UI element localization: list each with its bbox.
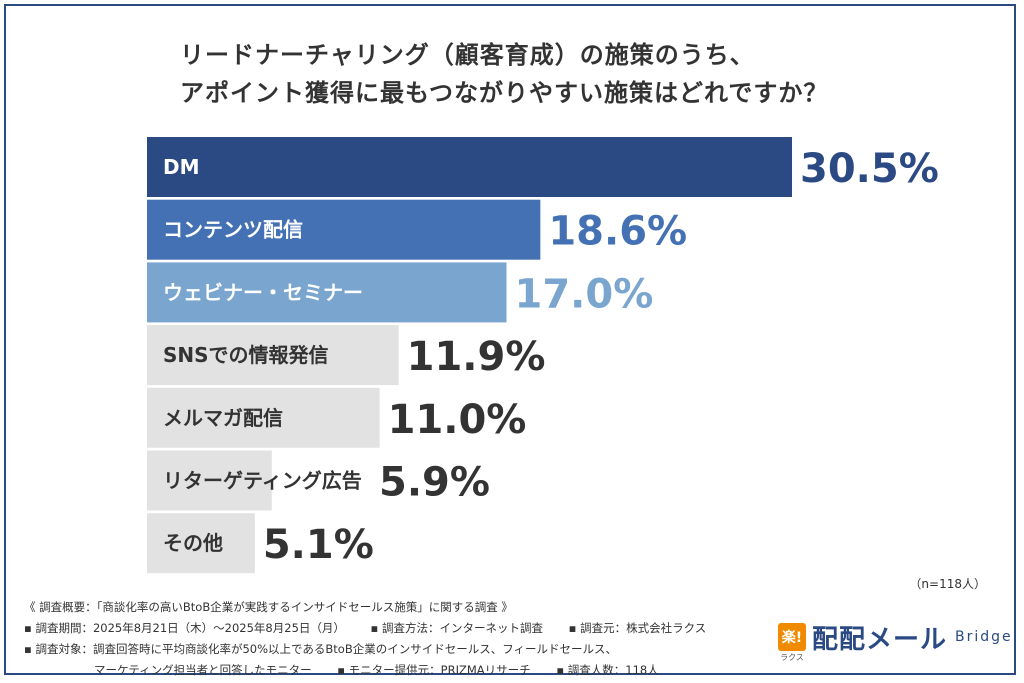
- bar-value-label: 11.0%: [388, 397, 527, 443]
- bar: [147, 262, 507, 323]
- survey-target-cont: マーケティング担当者と回答したモニター: [94, 663, 312, 677]
- title-line-2: アポイント獲得に最もつながりやすい施策はどれですか？: [180, 79, 829, 107]
- sample-size-note: （n=118人）: [909, 577, 986, 591]
- bar-category-label: その他: [163, 531, 223, 555]
- bar-value-label: 18.6%: [548, 209, 687, 255]
- chart-title: リードナーチャリング（顧客育成）の施策のうち、 アポイント獲得に最もつながりやす…: [180, 36, 828, 112]
- logo-mark-icon: 楽! ラクス: [778, 623, 806, 662]
- bar: [147, 199, 541, 260]
- survey-footer: 《 調査概要：「商談化率の高いBtoB企業が実践するインサイドセールス施策」に関…: [24, 597, 728, 681]
- survey-provider: ▪ モニター提供元：PRIZMAリサーチ: [337, 663, 531, 677]
- bar: [147, 325, 399, 386]
- survey-summary: 《 調査概要：「商談化率の高いBtoB企業が実践するインサイドセールス施策」に関…: [24, 600, 513, 614]
- bar: [147, 450, 272, 511]
- bar-category-label: リターゲティング広告: [163, 469, 362, 493]
- brand-logo: 楽! ラクス 配配メール Bridge: [778, 620, 1013, 662]
- border-frame: [4, 4, 1016, 675]
- logo-mark-sub: ラクス: [780, 653, 804, 662]
- bar-category-label: SNSでの情報発信: [163, 343, 329, 367]
- bar-category-label: DM: [163, 155, 200, 179]
- bar-chart: DM 30.5% コンテンツ配信 18.6% ウェビナー・セミナー 17.0% SNSでの情…: [147, 137, 939, 574]
- logo-name: 配配メール: [812, 624, 948, 655]
- bar-category-label: メルマガ配信: [163, 406, 283, 430]
- bar-category-label: ウェビナー・セミナー: [163, 280, 363, 304]
- survey-period: ▪ 調査期間：2025年8月21日（木）〜2025年8月25日（月）: [24, 621, 345, 635]
- bar-value-label: 17.0%: [515, 271, 654, 317]
- logo-mark-text: 楽!: [781, 630, 803, 646]
- bar-value-label: 5.9%: [379, 460, 490, 506]
- logo-sub: Bridge: [955, 629, 1013, 645]
- survey-target: ▪ 調査対象：調査回答時に平均商談化率が50%以上であるBtoB企業のインサイド…: [24, 642, 617, 656]
- bar: [147, 513, 255, 574]
- bar: [147, 137, 792, 197]
- survey-method: ▪ 調査方法：インターネット調査: [370, 621, 543, 635]
- title-line-1: リードナーチャリング（顧客育成）の施策のうち、: [180, 41, 755, 69]
- bar-value-label: 30.5%: [800, 146, 939, 192]
- survey-source: ▪ 調査元：株式会社ラクス: [568, 621, 707, 635]
- bar: [147, 387, 380, 448]
- bar-value-label: 11.9%: [407, 334, 546, 380]
- bar-category-label: コンテンツ配信: [163, 218, 303, 242]
- bar-value-label: 5.1%: [263, 522, 374, 568]
- survey-count: ▪ 調査人数：118人: [556, 663, 659, 677]
